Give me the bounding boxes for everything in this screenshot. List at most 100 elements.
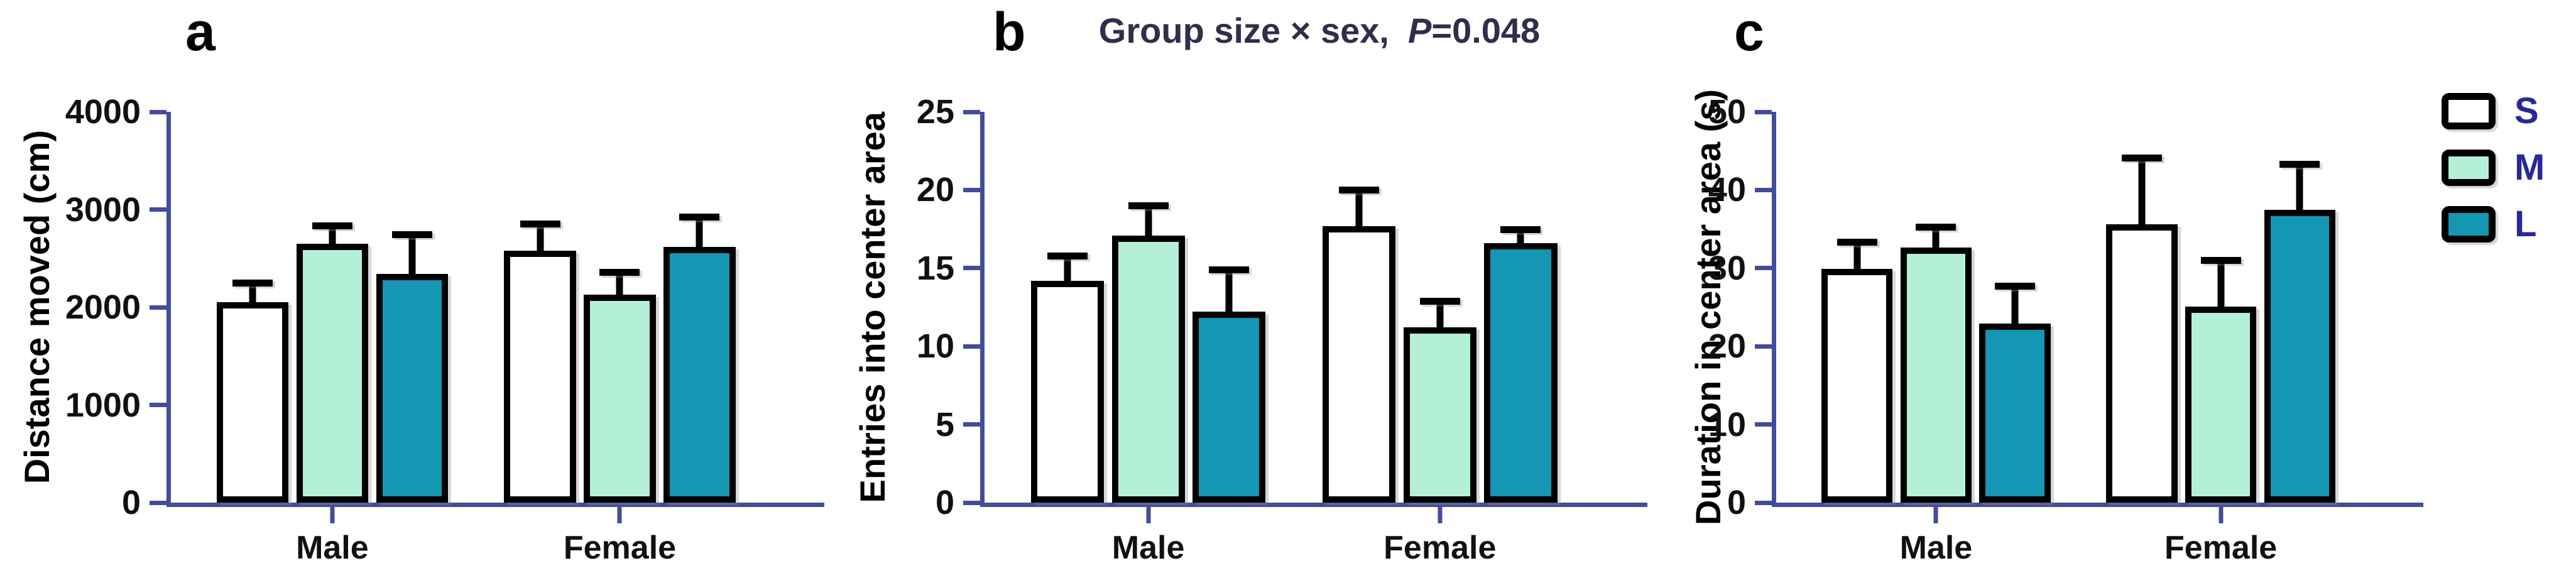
bar-b-male-M — [1111, 235, 1185, 503]
bar-a-female-L — [663, 246, 736, 503]
plot-area-a: 0 1000 2000 3000 4000 Male Female — [65, 95, 824, 566]
bar-c-male-S — [1821, 269, 1893, 503]
legend-swatch-M — [2442, 150, 2496, 186]
y-tick-c-50 — [1755, 109, 1772, 114]
legend-row-L: L — [2442, 206, 2545, 243]
legend-label-S: S — [2514, 90, 2539, 131]
y-tick-label-c-10: 10 — [1708, 405, 1746, 444]
errorbar-stem — [1436, 298, 1444, 330]
errorbar-c-female-L — [2279, 161, 2320, 212]
x-category-label-a-male: Male — [296, 530, 369, 566]
panel-b: b Group size × sex, P=0.048 Entries into … — [836, 0, 1671, 578]
errorbar-c-female-M — [2200, 257, 2241, 309]
y-tick-c-0 — [1755, 500, 1772, 505]
errorbar-b-female-S — [1339, 187, 1380, 229]
legend-row-M: M — [2442, 150, 2545, 186]
y-tick-c-30 — [1755, 266, 1772, 271]
y-tick-label-c-30: 30 — [1708, 249, 1746, 287]
y-tick-a-2000 — [150, 305, 166, 310]
errorbar-c-female-S — [2121, 155, 2162, 227]
bar-b-female-S — [1323, 226, 1396, 503]
y-tick-a-3000 — [150, 207, 166, 212]
errorbar-cap — [2200, 257, 2241, 264]
errorbar-cap — [2279, 161, 2320, 168]
bar-b-male-S — [1030, 280, 1104, 503]
errorbar-cap — [2121, 155, 2162, 162]
y-tick-label-a-1000: 1000 — [65, 386, 141, 424]
errorbar-c-male-S — [1836, 238, 1877, 272]
errorbar-cap — [391, 231, 432, 238]
errorbar-cap — [232, 280, 273, 287]
panel-a: a Distance moved (cm) 0 1000 2000 3000 4000 M… — [0, 0, 836, 578]
plot-area-b: 0 5 10 15 20 25 Male Female — [917, 95, 1647, 566]
errorbar-cap — [1047, 252, 1088, 259]
x-category-label-c-male: Male — [1899, 530, 1973, 566]
y-axis-title-c: Duration in center area (s) — [1688, 89, 1728, 525]
y-tick-label-b-0: 0 — [935, 484, 954, 521]
bar-a-male-L — [376, 274, 448, 503]
legend-rows: S M L — [2442, 93, 2545, 243]
x-category-label-b-female: Female — [1384, 530, 1497, 566]
y-tick-b-0 — [963, 500, 980, 505]
y-tick-label-b-15: 15 — [916, 249, 954, 287]
errorbar-b-male-M — [1128, 202, 1169, 238]
panel-letter-c: c — [1734, 2, 1764, 62]
errorbar-a-male-S — [232, 280, 273, 305]
errorbar-stem — [2217, 257, 2225, 309]
errorbar-a-female-S — [520, 220, 560, 253]
errorbar-b-female-L — [1500, 226, 1541, 246]
panel-title-b: Group size × sex, P=0.048 — [980, 10, 1659, 51]
errorbar-stem — [1517, 226, 1524, 246]
x-category-label-b-male: Male — [1111, 530, 1185, 566]
errorbar-stem — [1355, 187, 1363, 229]
errorbar-stem — [1932, 223, 1940, 251]
errorbar-b-male-L — [1209, 266, 1250, 315]
bar-a-male-M — [296, 243, 369, 503]
x-tick-b-female — [1438, 507, 1443, 523]
bar-b-female-L — [1484, 243, 1558, 503]
panel-letter-b: b — [993, 2, 1026, 62]
y-tick-c-20 — [1755, 344, 1772, 349]
panel-title-p-value: =0.048 — [1431, 11, 1541, 50]
legend-swatch-S — [2442, 93, 2496, 129]
errorbar-stem — [696, 213, 703, 249]
x-tick-a-male — [330, 507, 335, 523]
errorbar-stem — [2011, 283, 2019, 327]
y-tick-label-c-50: 50 — [1708, 93, 1746, 131]
x-tick-c-male — [1933, 507, 1938, 523]
errorbar-a-female-M — [599, 269, 640, 297]
errorbar-cap — [1500, 226, 1541, 233]
bar-a-female-S — [504, 250, 576, 503]
errorbar-stem — [537, 220, 544, 253]
errorbar-stem — [329, 222, 336, 246]
errorbar-cap — [312, 222, 352, 229]
errorbar-cap — [1916, 223, 1957, 231]
y-tick-b-15 — [963, 266, 980, 271]
panel-title-p-italic: P — [1408, 11, 1432, 50]
bar-a-female-M — [584, 294, 656, 503]
y-tick-label-c-40: 40 — [1708, 171, 1746, 209]
y-tick-b-10 — [963, 344, 980, 349]
errorbar-stem — [2138, 155, 2146, 227]
errorbar-cap — [599, 269, 640, 276]
errorbar-cap — [1419, 298, 1460, 305]
errorbar-cap — [1209, 266, 1250, 274]
y-tick-label-c-0: 0 — [1727, 484, 1746, 521]
y-tick-a-4000 — [150, 109, 166, 114]
legend-label-L: L — [2514, 204, 2537, 244]
panel-title-text: Group size × sex, — [1098, 11, 1389, 50]
plot-area-c: 0 10 20 30 40 50 Male Female — [1708, 95, 2423, 566]
y-tick-b-25 — [963, 109, 980, 114]
errorbar-stem — [1853, 238, 1861, 272]
errorbar-a-female-L — [679, 213, 720, 249]
bar-c-male-M — [1900, 248, 1972, 503]
y-tick-label-c-20: 20 — [1708, 327, 1746, 366]
legend-row-S: S — [2442, 93, 2545, 129]
bar-b-male-L — [1192, 312, 1266, 503]
errorbar-cap — [520, 220, 560, 227]
x-category-label-c-female: Female — [2164, 530, 2278, 566]
bar-c-female-S — [2106, 224, 2178, 503]
bar-b-female-M — [1403, 327, 1476, 503]
